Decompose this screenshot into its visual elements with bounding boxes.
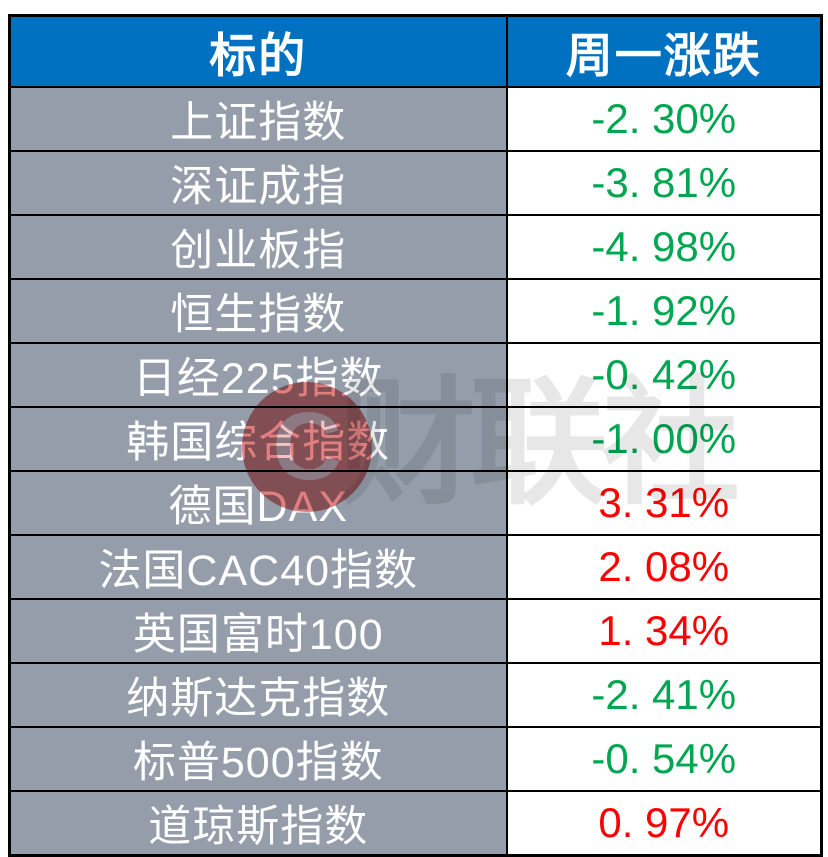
- table-row: 道琼斯指数 0. 97%: [8, 790, 823, 857]
- table-row: 深证成指 -3. 81%: [8, 150, 823, 216]
- index-name-cell: 德国DAX: [8, 470, 508, 536]
- index-name-cell: 创业板指: [8, 214, 508, 280]
- change-value-cell: -2. 30%: [505, 86, 823, 152]
- table-body: 上证指数 -2. 30% 深证成指 -3. 81% 创业板指 -4. 98% 恒…: [8, 86, 823, 857]
- change-value-cell: -2. 41%: [505, 662, 823, 728]
- change-value-cell: 1. 34%: [505, 598, 823, 664]
- change-value-cell: -0. 54%: [505, 726, 823, 792]
- table-row: 英国富时100 1. 34%: [8, 598, 823, 664]
- header-change: 周一涨跌: [505, 14, 823, 88]
- change-value-cell: -1. 92%: [505, 278, 823, 344]
- table-row: 纳斯达克指数 -2. 41%: [8, 662, 823, 728]
- change-value-cell: 3. 31%: [505, 470, 823, 536]
- table-row: 德国DAX 3. 31%: [8, 470, 823, 536]
- index-change-table: 标的 周一涨跌 上证指数 -2. 30% 深证成指 -3. 81% 创业板指 -…: [8, 14, 823, 857]
- header-target: 标的: [8, 14, 508, 88]
- index-name-cell: 法国CAC40指数: [8, 534, 508, 600]
- index-name-cell: 韩国综合指数: [8, 406, 508, 472]
- header-row: 标的 周一涨跌: [8, 14, 823, 88]
- index-name-cell: 恒生指数: [8, 278, 508, 344]
- index-name-cell: 上证指数: [8, 86, 508, 152]
- change-value-cell: 0. 97%: [505, 790, 823, 857]
- change-value-cell: -3. 81%: [505, 150, 823, 216]
- table-row: 恒生指数 -1. 92%: [8, 278, 823, 344]
- index-name-cell: 道琼斯指数: [8, 790, 508, 857]
- table-row: 韩国综合指数 -1. 00%: [8, 406, 823, 472]
- table-row: 法国CAC40指数 2. 08%: [8, 534, 823, 600]
- index-name-cell: 日经225指数: [8, 342, 508, 408]
- index-name-cell: 纳斯达克指数: [8, 662, 508, 728]
- table-row: 日经225指数 -0. 42%: [8, 342, 823, 408]
- change-value-cell: -0. 42%: [505, 342, 823, 408]
- table-row: 上证指数 -2. 30%: [8, 86, 823, 152]
- index-name-cell: 标普500指数: [8, 726, 508, 792]
- index-change-table-image: 标的 周一涨跌 上证指数 -2. 30% 深证成指 -3. 81% 创业板指 -…: [8, 14, 823, 857]
- change-value-cell: -4. 98%: [505, 214, 823, 280]
- index-name-cell: 深证成指: [8, 150, 508, 216]
- change-value-cell: -1. 00%: [505, 406, 823, 472]
- change-value-cell: 2. 08%: [505, 534, 823, 600]
- index-name-cell: 英国富时100: [8, 598, 508, 664]
- table-row: 标普500指数 -0. 54%: [8, 726, 823, 792]
- table-row: 创业板指 -4. 98%: [8, 214, 823, 280]
